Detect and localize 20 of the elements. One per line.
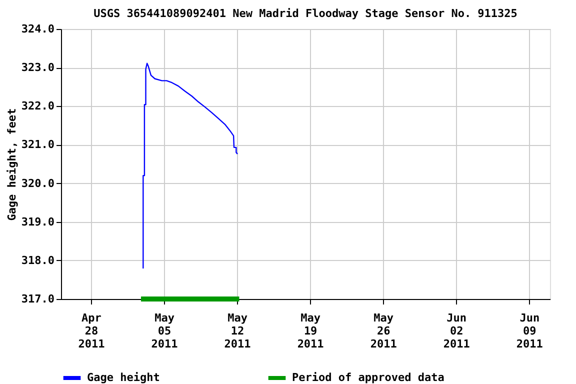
y-tick-label: 324.0 bbox=[21, 22, 54, 36]
y-axis-title: Gage height, feet bbox=[5, 108, 18, 221]
line-series bbox=[142, 62, 238, 270]
legend-label: Gage height bbox=[87, 371, 160, 384]
x-tick-label: Apr 28 2011 bbox=[78, 312, 106, 350]
legend-label: Period of approved data bbox=[292, 371, 444, 384]
y-tick-label: 322.0 bbox=[21, 100, 54, 113]
y-tick-label: 317.0 bbox=[21, 292, 54, 306]
chart-title: USGS 365441089092401 New Madrid Floodway Stage Sensor No. 911325 bbox=[94, 7, 518, 20]
x-tick-label: Jun 09 2011 bbox=[516, 312, 544, 350]
x-tick-label: May 19 2011 bbox=[297, 312, 324, 350]
x-tick-label: May 12 2011 bbox=[224, 312, 252, 350]
x-tick-label: May 05 2011 bbox=[151, 312, 178, 350]
y-tick-label: 318.0 bbox=[21, 254, 54, 267]
y-tick-label: 323.0 bbox=[21, 61, 54, 74]
x-tick-label: May 26 2011 bbox=[370, 312, 398, 350]
y-tick-label: 320.0 bbox=[21, 176, 54, 190]
y-tick-label: 321.0 bbox=[21, 138, 54, 152]
y-tick-label: 319.0 bbox=[21, 215, 54, 228]
x-tick-label: Jun 02 2011 bbox=[443, 312, 470, 350]
